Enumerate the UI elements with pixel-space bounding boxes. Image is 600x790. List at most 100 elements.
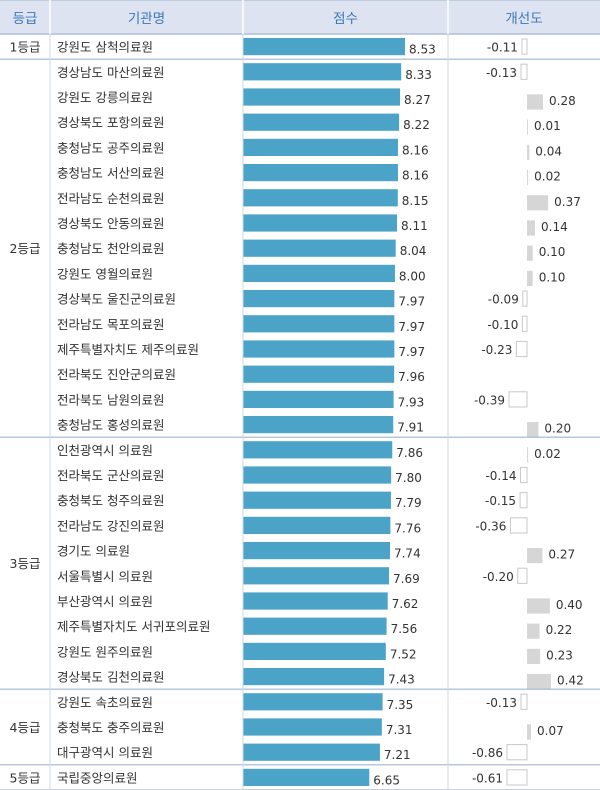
institution-name: 전라북도 군산의료원 xyxy=(57,468,164,483)
score-bar xyxy=(243,365,395,383)
improvement-bar-negative xyxy=(506,769,528,786)
score-label: 7.93 xyxy=(398,395,425,409)
score-label: 8.53 xyxy=(409,43,436,57)
improvement-label: 0.02 xyxy=(534,170,561,184)
score-bar xyxy=(243,617,387,635)
score-bar xyxy=(243,164,398,182)
institution-name: 부산광역시 의료원 xyxy=(57,594,153,609)
improvement-bar-negative xyxy=(521,38,528,55)
institution-name: 강원도 강릉의료원 xyxy=(57,90,153,105)
institution-name: 서울특별시 의료원 xyxy=(57,569,153,584)
improvement-label: 0.23 xyxy=(546,648,573,662)
improvement-label: 0.07 xyxy=(537,724,564,738)
institution-name: 경상남도 마산의료원 xyxy=(57,65,164,80)
score-label: 8.15 xyxy=(402,194,429,208)
score-label: 8.27 xyxy=(404,93,431,107)
institution-name: 전라남도 순천의료원 xyxy=(57,191,164,206)
improvement-bar-negative xyxy=(509,517,528,534)
institution-name: 경상북도 안동의료원 xyxy=(57,216,164,231)
score-label: 8.11 xyxy=(401,219,428,233)
improvement-bar-negative xyxy=(506,744,528,761)
column-header: 기관명 xyxy=(128,11,165,27)
score-label: 7.80 xyxy=(395,471,422,485)
improvement-label: 0.27 xyxy=(548,548,575,562)
improvement-label: -0.11 xyxy=(487,41,518,55)
improvement-label: 0.20 xyxy=(544,422,571,436)
institution-name: 제주특별자치도 제주의료원 xyxy=(57,342,199,357)
improvement-bar-positive xyxy=(527,548,543,564)
institution-name: 경상북도 포항의료원 xyxy=(57,115,164,130)
column-header: 개선도 xyxy=(505,11,542,27)
institution-name: 전라북도 남원의료원 xyxy=(57,392,164,407)
improvement-bar-positive xyxy=(527,270,533,286)
improvement-bar-negative xyxy=(522,290,528,307)
improvement-bar-negative xyxy=(520,63,528,80)
score-label: 8.00 xyxy=(399,269,426,283)
improvement-bar-positive xyxy=(527,94,543,110)
score-bar xyxy=(243,239,396,257)
score-bar xyxy=(243,290,395,308)
improvement-label: -0.09 xyxy=(488,293,519,307)
improvement-label: 0.28 xyxy=(549,94,576,108)
institution-name: 국립중앙의료원 xyxy=(57,770,138,785)
score-bar xyxy=(243,592,388,610)
score-label: 7.97 xyxy=(398,320,425,334)
improvement-label: -0.39 xyxy=(474,393,505,407)
improvement-bar-negative xyxy=(521,315,528,332)
institution-name: 강원도 삼척의료원 xyxy=(57,40,153,55)
improvement-label: 0.04 xyxy=(535,144,562,158)
score-label: 7.31 xyxy=(386,723,413,737)
score-bar xyxy=(243,642,386,660)
score-label: 7.91 xyxy=(397,421,424,435)
score-label: 7.79 xyxy=(395,496,422,510)
score-label: 7.69 xyxy=(393,572,420,586)
institution-name: 경상북도 김천의료원 xyxy=(57,670,164,685)
improvement-label: 0.02 xyxy=(534,447,561,461)
score-bar xyxy=(243,693,383,711)
institution-name: 충청북도 청주의료원 xyxy=(57,493,164,508)
improvement-bar-positive xyxy=(527,623,540,639)
score-label: 7.56 xyxy=(391,622,418,636)
score-bar xyxy=(243,516,391,534)
institution-name: 제주특별자치도 서귀포의료원 xyxy=(57,619,210,634)
score-bar xyxy=(243,768,370,786)
improvement-label: 0.10 xyxy=(539,245,566,259)
improvement-bar-negative xyxy=(508,391,528,408)
column-header: 등급 xyxy=(13,11,38,27)
institution-name: 전라북도 진안군의료원 xyxy=(57,367,176,382)
score-bar xyxy=(243,214,398,232)
score-bar xyxy=(243,567,390,585)
improvement-bar-positive xyxy=(527,724,531,740)
improvement-label: -0.10 xyxy=(487,318,518,332)
score-bar xyxy=(243,491,391,509)
institution-name: 경기도 의료원 xyxy=(57,544,130,559)
score-bar xyxy=(243,441,393,459)
improvement-label: -0.13 xyxy=(486,696,517,710)
improvement-bar-negative xyxy=(520,693,528,710)
score-bar xyxy=(243,38,405,56)
score-label: 8.22 xyxy=(403,118,430,132)
institution-name: 강원도 영월의료원 xyxy=(57,266,153,281)
improvement-label: -0.13 xyxy=(486,66,517,80)
improvement-label: -0.86 xyxy=(472,746,503,760)
improvement-label: -0.23 xyxy=(481,343,512,357)
score-label: 8.16 xyxy=(402,143,429,157)
improvement-bar-positive xyxy=(527,447,529,463)
improvement-bar-negative xyxy=(515,340,528,358)
institution-name: 충청북도 충주의료원 xyxy=(57,720,164,735)
improvement-bar-positive xyxy=(527,245,533,261)
score-bar xyxy=(243,668,385,686)
score-bar xyxy=(243,743,380,761)
column-header: 점수 xyxy=(333,11,358,27)
institution-name: 충청남도 홍성의료원 xyxy=(57,418,164,433)
improvement-label: -0.15 xyxy=(485,494,516,508)
score-bar xyxy=(243,189,398,207)
institution-name: 대구광역시 의료원 xyxy=(57,745,153,760)
improvement-label: -0.14 xyxy=(485,469,516,483)
score-bar xyxy=(243,340,395,358)
score-label: 7.96 xyxy=(398,370,425,384)
improvement-bar-positive xyxy=(527,648,541,664)
score-label: 7.52 xyxy=(390,647,417,661)
improvement-bar-positive xyxy=(527,119,528,135)
score-label: 7.86 xyxy=(396,446,423,460)
